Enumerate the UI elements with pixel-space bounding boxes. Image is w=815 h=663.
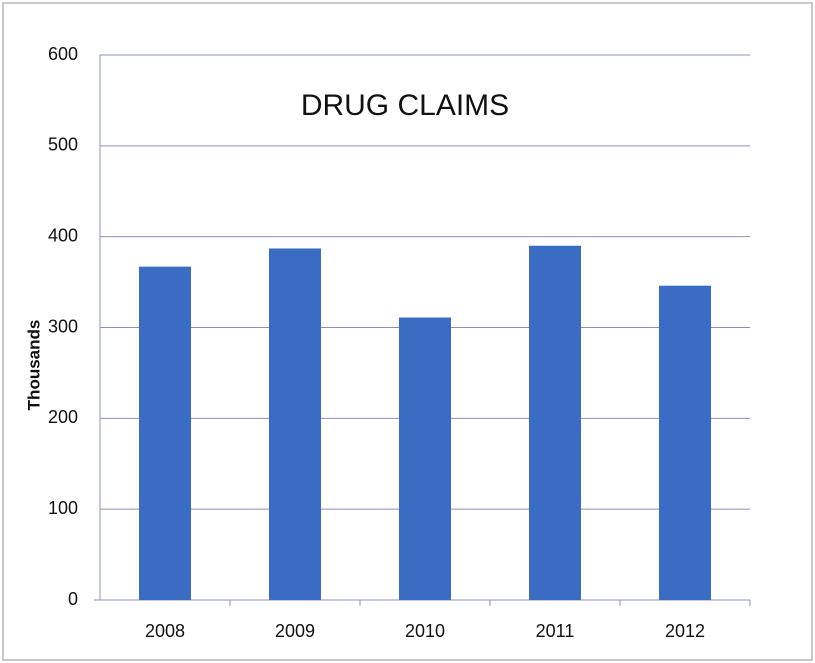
y-tick-label: 500 [48, 135, 78, 155]
y-tick-label: 300 [48, 316, 78, 336]
y-tick-label: 400 [48, 225, 78, 245]
bar [529, 245, 581, 600]
bar [399, 317, 451, 600]
x-tick-label: 2008 [145, 621, 185, 641]
bar [659, 285, 711, 600]
y-tick-label: 600 [48, 44, 78, 64]
y-tick-label: 100 [48, 498, 78, 518]
x-tick-label: 2011 [536, 621, 575, 641]
y-axis-label: Thousands [24, 320, 43, 411]
chart-title: DRUG CLAIMS [301, 89, 509, 122]
bar [139, 266, 191, 600]
x-tick-label: 2009 [275, 621, 315, 641]
bar [269, 248, 321, 600]
x-tick-label: 2010 [405, 621, 445, 641]
x-tick-label: 2012 [665, 621, 705, 641]
y-tick-label: 0 [68, 589, 78, 609]
y-tick-label: 200 [48, 407, 78, 427]
